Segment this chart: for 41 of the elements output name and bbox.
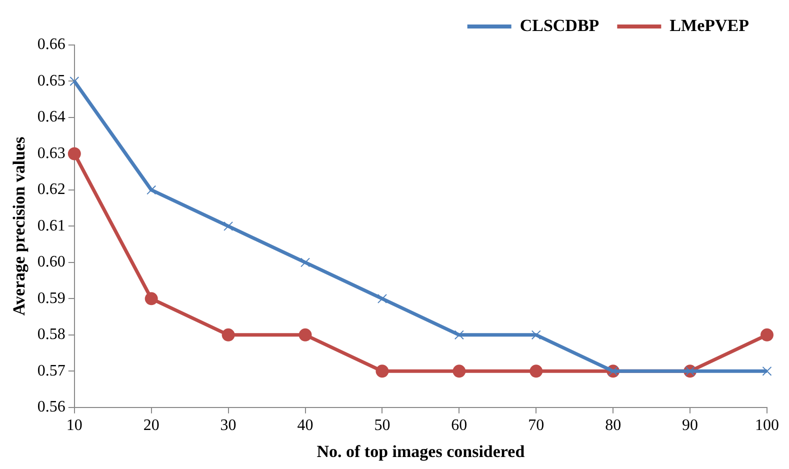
x-tick-label: 70 bbox=[528, 417, 544, 434]
y-tick-label: 0.63 bbox=[37, 144, 66, 162]
point bbox=[70, 76, 80, 86]
point bbox=[531, 330, 541, 340]
y-tick-label: 0.65 bbox=[37, 72, 66, 90]
x-tick-label: 30 bbox=[220, 417, 236, 434]
point bbox=[760, 328, 774, 342]
point bbox=[298, 328, 312, 342]
x-tick-label: 20 bbox=[143, 417, 160, 434]
y-tick-label: 0.58 bbox=[37, 326, 66, 344]
y-axis-title: Average precision values bbox=[10, 136, 29, 316]
point bbox=[530, 364, 543, 378]
point bbox=[144, 292, 158, 306]
y-tick-label: 0.60 bbox=[37, 254, 66, 271]
y-tick-label: 0.61 bbox=[37, 217, 66, 234]
legend-label: LMePVEP bbox=[670, 16, 750, 35]
y-tick-label: 0.56 bbox=[37, 398, 66, 416]
point bbox=[224, 221, 234, 231]
x-tick-label: 100 bbox=[755, 417, 779, 434]
x-tick-label: 40 bbox=[297, 417, 314, 434]
x-tick-label: 90 bbox=[682, 417, 698, 434]
x-tick-label: 10 bbox=[66, 417, 82, 434]
point bbox=[376, 364, 389, 378]
point bbox=[452, 364, 466, 378]
point bbox=[146, 185, 156, 195]
point bbox=[300, 258, 310, 268]
y-tick-label: 0.62 bbox=[37, 181, 66, 198]
point bbox=[222, 328, 235, 342]
point bbox=[68, 147, 81, 160]
point bbox=[377, 294, 387, 304]
x-tick-label: 50 bbox=[374, 417, 390, 434]
x-tick-label: 80 bbox=[605, 417, 622, 434]
point bbox=[762, 366, 772, 376]
x-tick-label: 60 bbox=[451, 417, 468, 434]
y-tick-label: 0.57 bbox=[37, 362, 66, 380]
x-axis-title: No. of top images considered bbox=[316, 442, 526, 462]
point bbox=[454, 330, 464, 340]
y-tick-label: 0.66 bbox=[37, 36, 66, 54]
legend-label: CLSCDBP bbox=[520, 16, 600, 35]
y-tick-label: 0.59 bbox=[37, 290, 66, 307]
y-tick-label: 0.64 bbox=[37, 108, 66, 126]
